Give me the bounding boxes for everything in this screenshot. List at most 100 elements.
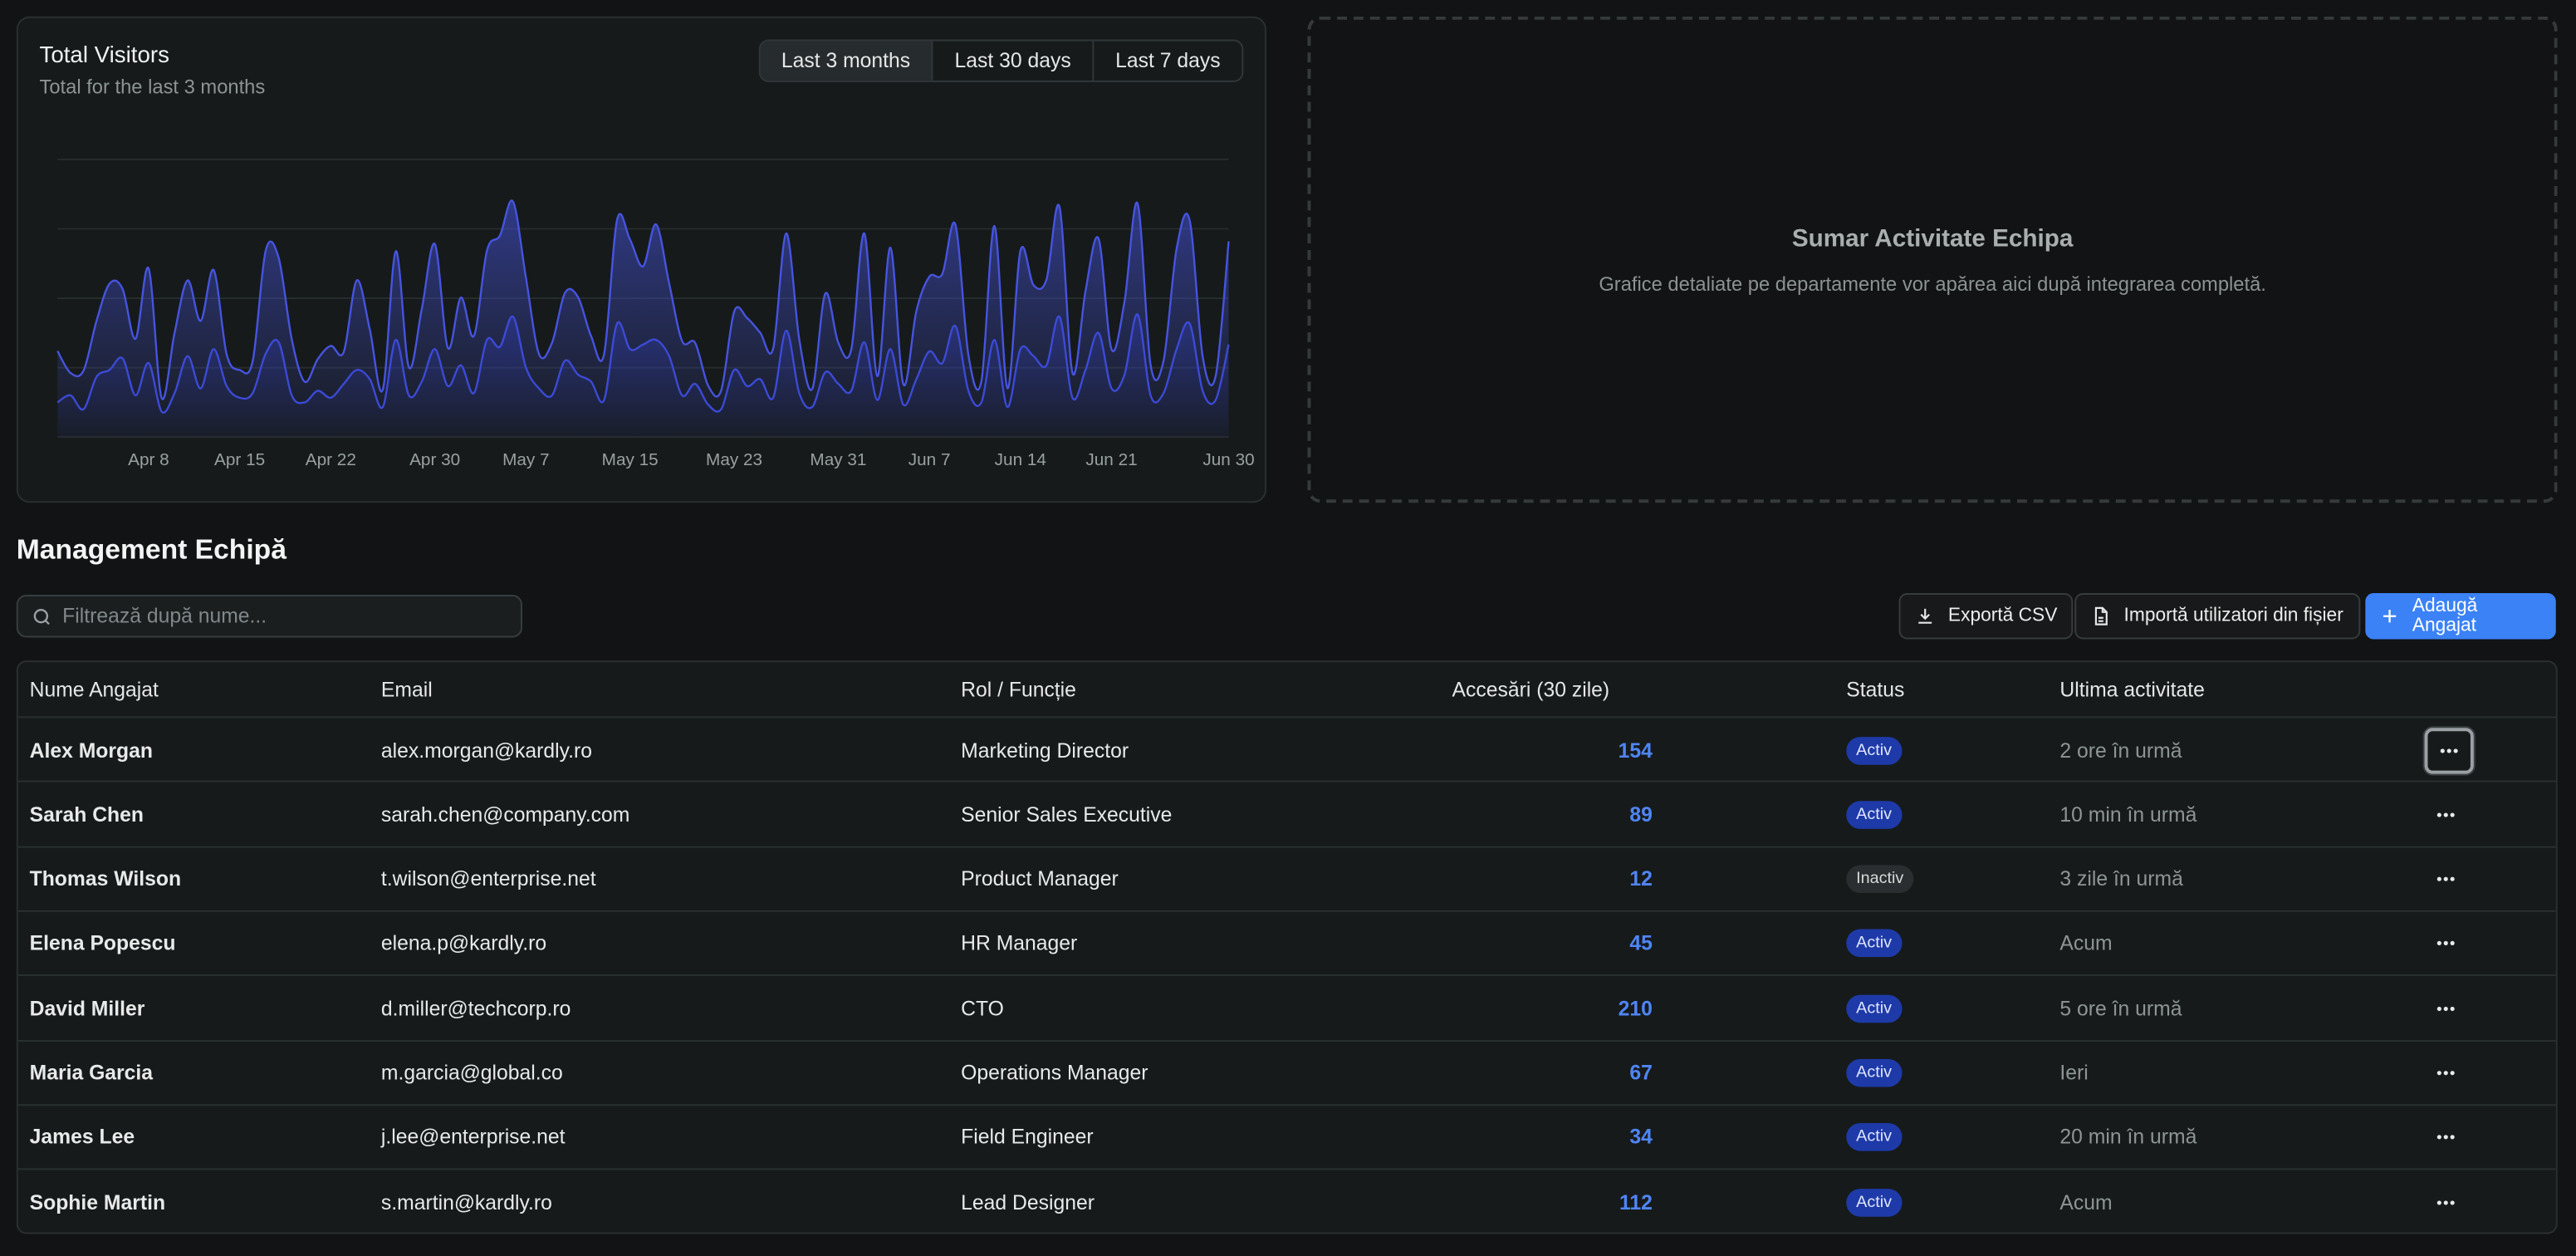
table-row: Thomas Wilson t.wilson@enterprise.net Prod… <box>17 845 2556 911</box>
status-badge: Activ <box>1846 1188 1902 1216</box>
employee-name: David Miller <box>29 997 145 1020</box>
table-header: Nume Angajat Email Rol / Funcție Accesări (… <box>18 662 2556 716</box>
button-label: Adaugă Angajat <box>2412 596 2478 636</box>
row-actions[interactable] <box>2425 1182 2467 1221</box>
file-icon <box>2094 606 2108 626</box>
table-row: Elena Popescu elena.p@kardly.ro HR Manager… <box>17 910 2556 976</box>
plus-icon <box>2383 610 2397 623</box>
chart-subtitle: Total for the last 3 months <box>39 75 266 99</box>
x-tick-label: May 7 <box>502 450 550 469</box>
access-count: 112 <box>1619 1190 1653 1214</box>
team-table: Nume Angajat Email Rol / Funcție Accesări (… <box>16 660 2558 1234</box>
add-button[interactable]: Adaugă Angajat <box>2365 593 2556 640</box>
row-actions[interactable] <box>2425 924 2467 963</box>
table-row: Sophie Martin s.martin@kardly.ro Lead Desi… <box>17 1168 2556 1233</box>
employee-email: elena.p@kardly.ro <box>380 932 547 955</box>
x-tick-label: May 15 <box>602 450 659 469</box>
access-count: 45 <box>1629 932 1653 955</box>
row-actions[interactable] <box>2424 727 2474 773</box>
status-badge: Activ <box>1846 1123 1902 1152</box>
search-icon <box>33 608 50 625</box>
status-badge: Activ <box>1846 994 1902 1023</box>
employee-email: sarah.chen@company.com <box>380 802 630 827</box>
range-button[interactable]: Last 30 days <box>931 41 1093 81</box>
employee-role: HR Manager <box>961 932 1078 955</box>
placeholder-title: Sumar Activitate Echipa <box>1791 223 2074 253</box>
status-badge: Activ <box>1846 930 1902 958</box>
table-row: Alex Morgan alex.morgan@kardly.ro Marketin… <box>17 716 2556 782</box>
export-button[interactable]: Exportă CSV <box>1898 593 2074 640</box>
search-input[interactable]: Filtrează după nume... <box>16 595 523 638</box>
last-activity: 10 min în urmă <box>2059 802 2197 827</box>
employee-email: j.lee@enterprise.net <box>380 1126 566 1150</box>
placeholder-text: Grafice detaliate pe departamente vor ap… <box>1599 272 2266 296</box>
access-count: 12 <box>1629 867 1653 891</box>
employee-name: Alex Morgan <box>29 738 153 762</box>
x-tick-label: May 23 <box>706 450 762 469</box>
chart-card: Apr 8 Apr 15 Apr 22 Apr 30 May 7 May 15 May 23… <box>16 16 1267 503</box>
range-button[interactable]: Last 7 days <box>1092 41 1241 81</box>
chart: Apr 8 Apr 15 Apr 22 Apr 30 May 7 May 15 May 23… <box>56 158 1255 469</box>
table-row: Maria Garcia m.garcia@global.co Operations… <box>17 1039 2556 1105</box>
access-count: 89 <box>1629 802 1653 827</box>
section-title: Management Echipă <box>16 533 286 566</box>
table-row: James Lee j.lee@enterprise.net Field Engin… <box>17 1103 2556 1170</box>
employee-email: alex.morgan@kardly.ro <box>380 738 593 762</box>
employee-role: Marketing Director <box>961 738 1129 762</box>
x-tick-label: Jun 21 <box>1085 450 1137 469</box>
employee-name: Maria Garcia <box>29 1061 154 1085</box>
import-button[interactable]: Importă utilizatori din fișier <box>2074 593 2360 640</box>
status-badge: Inactiv <box>1846 865 1914 894</box>
area <box>57 314 1229 438</box>
access-count: 154 <box>1618 738 1653 762</box>
status-badge: Activ <box>1846 800 1902 829</box>
column-header: Rol / Funcție <box>961 677 1076 701</box>
placeholder-card: Sumar Activitate Echipa Grafice detaliat… <box>1307 16 2558 503</box>
table-row: David Miller d.miller@techcorp.ro CTO 210 Ac… <box>17 974 2556 1040</box>
column-header: Status <box>1846 677 1905 701</box>
employee-email: s.martin@kardly.ro <box>380 1190 552 1214</box>
x-tick-label: Jun 7 <box>908 450 951 469</box>
employee-role: Operations Manager <box>961 1061 1148 1085</box>
x-tick-label: Apr 30 <box>409 450 460 469</box>
access-count: 210 <box>1618 997 1653 1020</box>
row-actions[interactable] <box>2425 795 2467 834</box>
employee-role: Lead Designer <box>961 1190 1095 1214</box>
dots-icon <box>2436 941 2455 946</box>
employee-name: James Lee <box>29 1126 135 1150</box>
download-icon <box>1918 608 1932 624</box>
row-actions[interactable] <box>2425 989 2467 1028</box>
row-actions[interactable] <box>2425 1118 2467 1157</box>
employee-email: m.garcia@global.co <box>380 1061 563 1085</box>
table-row: Sarah Chen sarah.chen@company.com Senior S… <box>17 781 2556 846</box>
dots-icon <box>2436 1006 2455 1011</box>
column-header: Accesări (30 zile) <box>1452 677 1610 701</box>
column-header: Email <box>380 677 433 701</box>
x-tick-label: Apr 22 <box>306 450 356 469</box>
employee-role: Field Engineer <box>961 1126 1094 1150</box>
access-count: 67 <box>1629 1061 1653 1085</box>
dots-icon <box>2440 748 2458 753</box>
employee-role: Senior Sales Executive <box>961 802 1173 827</box>
range-button[interactable]: Last 3 months <box>760 41 932 81</box>
employee-email: d.miller@techcorp.ro <box>380 997 571 1020</box>
employee-name: Elena Popescu <box>29 932 176 955</box>
access-count: 34 <box>1629 1126 1653 1150</box>
dots-icon <box>2436 812 2455 817</box>
employee-role: CTO <box>961 997 1004 1020</box>
last-activity: 20 min în urmă <box>2059 1126 2197 1150</box>
dots-icon <box>2436 876 2455 881</box>
search-placeholder: Filtrează după nume... <box>62 604 267 628</box>
row-actions[interactable] <box>2425 1053 2467 1092</box>
employee-role: Product Manager <box>961 867 1119 891</box>
range-toggle: Last 3 months Last 30 days Last 7 days <box>758 39 1244 82</box>
row-actions[interactable] <box>2425 860 2467 899</box>
column-header: Ultima activitate <box>2059 677 2205 701</box>
last-activity: 3 zile în urmă <box>2059 867 2183 891</box>
employee-email: t.wilson@enterprise.net <box>380 867 596 891</box>
status-badge: Activ <box>1846 1058 1902 1087</box>
last-activity: Acum <box>2059 1190 2113 1214</box>
column-header: Nume Angajat <box>29 677 159 701</box>
x-tick-label: May 31 <box>810 450 866 469</box>
